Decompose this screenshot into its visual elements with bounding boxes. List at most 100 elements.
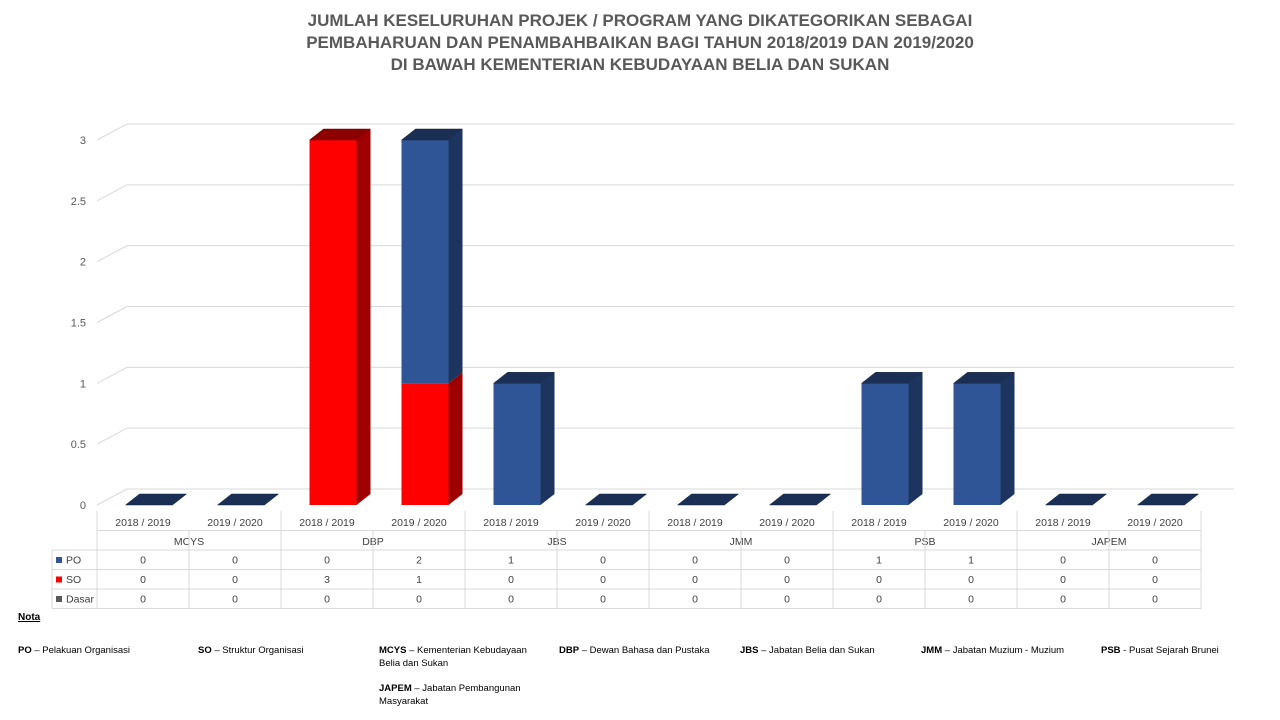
gridline-side	[96, 366, 128, 384]
table-value: 3	[324, 574, 330, 586]
chart-title: JUMLAH KESELURUHAN PROJEK / PROGRAM YANG…	[0, 10, 1280, 76]
legend-swatch	[56, 576, 62, 583]
gridline-side	[96, 184, 128, 202]
note-so-text: Struktur Organisasi	[222, 645, 304, 656]
table-value: 0	[140, 555, 146, 567]
title-line-3: DI BAWAH KEMENTERIAN KEBUDAYAAN BELIA DA…	[390, 55, 890, 74]
note-po-sep: –	[31, 645, 43, 656]
table-value: 0	[1152, 555, 1158, 567]
note-po-abbr: PO	[18, 645, 32, 656]
y-tick-label: 1.5	[71, 318, 86, 330]
bar-top	[952, 372, 1016, 384]
bar-segment	[861, 383, 909, 505]
x-tick-label: 2018 / 2019	[115, 517, 171, 529]
note-japem-abbr: JAPEM	[379, 683, 412, 694]
bar-top	[584, 493, 648, 506]
table-value: 0	[232, 555, 238, 567]
note-jbs: JBS – Jabatan Belia dan Sukan	[740, 644, 915, 657]
table-value: 0	[968, 594, 974, 606]
table-value: 2	[416, 555, 422, 567]
note-japem: JAPEM – Jabatan Pembangunan Masyarakat	[379, 682, 549, 708]
note-japem-text: Jabatan Pembangunan Masyarakat	[379, 683, 521, 707]
bar-segment	[309, 140, 357, 505]
bar-segment	[401, 140, 449, 384]
legend-swatch	[56, 596, 62, 602]
bar-segment	[401, 383, 449, 505]
bar-top	[768, 493, 832, 506]
table-value: 1	[876, 555, 882, 567]
x-tick-label: 2019 / 2020	[391, 517, 447, 529]
bar-segment-side	[1000, 372, 1015, 505]
bar-segment	[953, 383, 1001, 505]
legend-swatch	[56, 557, 62, 563]
table-value: 0	[1152, 594, 1158, 606]
bar-segment-side	[356, 129, 371, 505]
bar-top	[400, 128, 464, 141]
note-po-text: Pelakuan Organisasi	[42, 645, 130, 656]
note-mcys-sep: –	[406, 645, 418, 656]
bar-top	[1044, 493, 1108, 506]
title-line-2: PEMBAHARUAN DAN PENAMBAHBAIKAN BAGI TAHU…	[306, 33, 974, 52]
table-value: 0	[692, 574, 698, 586]
table-value: 0	[692, 555, 698, 567]
legend-label: SO	[66, 574, 81, 586]
x-tick-label: 2018 / 2019	[1035, 517, 1091, 529]
y-tick-label: 0.5	[71, 439, 86, 451]
table-value: 0	[1060, 594, 1066, 606]
bar-top	[1136, 493, 1200, 506]
gridline-side	[96, 427, 128, 445]
note-jbs-text: Jabatan Belia dan Sukan	[769, 645, 875, 656]
x-tick-label: 2018 / 2019	[851, 517, 907, 529]
note-psb-sep: -	[1120, 645, 1129, 656]
note-jmm: JMM – Jabatan Muzium - Muzium	[921, 644, 1096, 657]
note-dbp-sep: –	[579, 645, 590, 656]
x-tick-label: 2019 / 2020	[1127, 517, 1183, 529]
note-so-sep: –	[211, 645, 223, 656]
bar-top	[676, 493, 740, 506]
bar-top	[492, 372, 556, 384]
table-value: 1	[416, 574, 422, 586]
note-dbp: DBP – Dewan Bahasa dan Pustaka	[559, 644, 734, 657]
table-value: 0	[508, 574, 514, 586]
y-tick-label: 2	[80, 257, 86, 269]
table-value: 1	[968, 555, 974, 567]
bar-segment-side	[448, 129, 463, 384]
x-tick-label: 2018 / 2019	[483, 517, 539, 529]
bar-segment-side	[448, 372, 463, 505]
gridline-side	[96, 123, 128, 141]
table-value: 0	[324, 555, 330, 567]
note-jbs-sep: –	[758, 645, 770, 656]
bar-top	[308, 128, 372, 141]
note-jmm-sep: –	[942, 645, 953, 656]
note-dbp-text: Dewan Bahasa dan Pustaka	[589, 645, 710, 656]
bar-top	[860, 372, 924, 384]
table-value: 0	[416, 594, 422, 606]
gridline-side	[96, 488, 128, 506]
table-value: 0	[324, 594, 330, 606]
table-value: 0	[1060, 555, 1066, 567]
table-value: 0	[784, 555, 790, 567]
x-tick-label: 2018 / 2019	[299, 517, 355, 529]
note-mcys-text: Kementerian Kebudayaan Belia dan Sukan	[379, 645, 527, 669]
table-value: 0	[692, 594, 698, 606]
note-mcys-abbr: MCYS	[379, 645, 407, 656]
note-japem-sep: –	[411, 683, 423, 694]
table-value: 0	[232, 594, 238, 606]
bar-segment-side	[540, 372, 555, 505]
note-jmm-text: Jabatan Muzium - Muzium	[952, 645, 1065, 656]
table-value: 0	[508, 594, 514, 606]
y-tick-label: 2.5	[71, 196, 86, 208]
nota-heading: Nota	[18, 612, 41, 623]
table-value: 0	[784, 574, 790, 586]
legend-label: Dasar	[66, 594, 95, 606]
table-value: 0	[600, 594, 606, 606]
x-tick-label: 2019 / 2020	[943, 517, 999, 529]
bar-top	[216, 493, 280, 506]
gridline-side	[96, 306, 128, 323]
table-value: 0	[784, 594, 790, 606]
table-value: 0	[600, 574, 606, 586]
legend-label: PO	[66, 555, 81, 567]
y-tick-label: 0	[80, 500, 86, 512]
note-jmm-abbr: JMM	[921, 645, 943, 656]
x-tick-label: 2019 / 2020	[575, 517, 631, 529]
